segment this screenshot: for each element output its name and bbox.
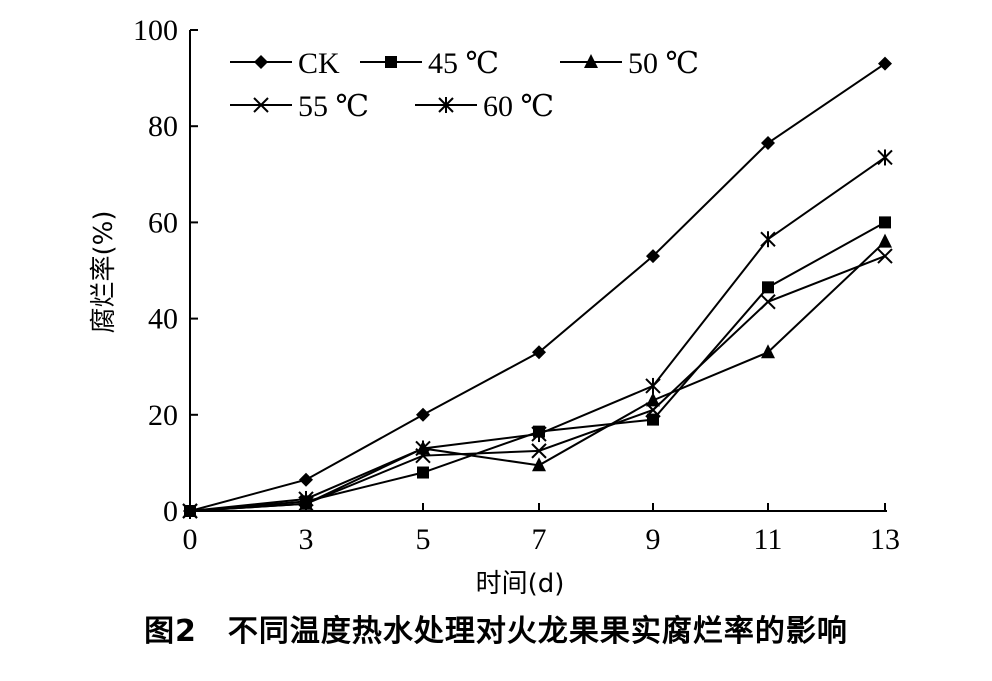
legend-marker	[438, 97, 454, 113]
series-markers	[182, 56, 893, 519]
legend-label: 55 ℃	[298, 90, 369, 123]
legend-item: 60 ℃	[415, 90, 554, 123]
diamond-marker	[416, 407, 430, 422]
square-marker	[762, 281, 774, 294]
diamond-marker	[254, 55, 268, 69]
series-lines	[189, 62, 886, 512]
x-tick-label: 0	[183, 523, 198, 556]
x-tick-label: 5	[416, 523, 431, 556]
data-point	[877, 149, 893, 166]
series-line-3	[189, 255, 886, 512]
x-tick-label: 13	[870, 523, 900, 556]
x-tick-label: 7	[532, 523, 547, 556]
legend-marker	[584, 54, 598, 68]
y-tick-label: 100	[133, 14, 178, 47]
data-point	[761, 136, 775, 151]
data-point	[298, 490, 314, 507]
x-marker-stroke	[877, 248, 893, 264]
data-point	[878, 233, 892, 248]
y-tick-label: 0	[163, 495, 178, 528]
legend-marker	[253, 97, 269, 113]
series-line-4	[189, 156, 886, 512]
data-point	[532, 345, 546, 360]
y-tick-label: 20	[148, 399, 178, 432]
x-marker-stroke	[645, 402, 661, 418]
data-point	[760, 294, 776, 310]
data-point	[299, 472, 313, 487]
diamond-marker	[761, 136, 775, 151]
data-point	[762, 281, 774, 294]
data-point	[532, 457, 546, 472]
legend-item: CK	[230, 47, 340, 80]
series-line-0	[189, 62, 886, 512]
y-tick-label: 80	[148, 110, 178, 143]
diamond-marker	[299, 472, 313, 487]
legend-label: 60 ℃	[483, 90, 554, 123]
y-tick-label: 60	[148, 206, 178, 239]
legend-item: 50 ℃	[560, 47, 699, 80]
data-point	[647, 413, 659, 426]
triangle-marker	[646, 392, 660, 407]
square-marker	[417, 466, 429, 479]
y-tick-label: 40	[148, 303, 178, 336]
data-point	[761, 344, 775, 359]
data-point	[645, 402, 661, 418]
legend-item: 45 ℃	[360, 47, 499, 80]
x-marker-stroke	[531, 443, 547, 459]
triangle-marker	[532, 457, 546, 472]
data-point	[531, 426, 547, 443]
x-tick-label: 11	[754, 523, 783, 556]
chart-axes: 0 20 40 60 80 100 0 3 5 7 9 11 13	[133, 14, 900, 556]
line-chart: 0 20 40 60 80 100 0 3 5 7 9 11 13 CK 45 ℃ 50 ℃ 55 ℃ 60 ℃…	[89, 14, 900, 599]
x-marker-stroke	[760, 294, 776, 310]
chart-legend: CK 45 ℃ 50 ℃ 55 ℃ 60 ℃	[230, 47, 699, 123]
square-marker	[385, 56, 397, 68]
data-point	[182, 503, 198, 519]
legend-label: 50 ℃	[628, 47, 699, 80]
triangle-marker	[584, 54, 598, 68]
diamond-marker	[532, 345, 546, 360]
data-point	[646, 249, 660, 264]
data-point	[417, 466, 429, 479]
x-marker-stroke	[253, 97, 269, 113]
triangle-marker	[878, 233, 892, 248]
legend-label: CK	[298, 47, 340, 80]
data-point	[879, 216, 891, 229]
triangle-marker	[761, 344, 775, 359]
diamond-marker	[878, 56, 892, 71]
data-point	[760, 231, 776, 248]
legend-marker	[385, 56, 397, 68]
data-point	[645, 377, 661, 394]
figure-caption: 图2 不同温度热水处理对火龙果果实腐烂率的影响	[144, 614, 848, 649]
data-point	[878, 56, 892, 71]
data-point	[531, 443, 547, 459]
legend-item: 55 ℃	[230, 90, 369, 123]
data-point	[646, 392, 660, 407]
y-axis-label: 腐烂率(%)	[89, 211, 119, 334]
legend-marker	[254, 55, 268, 69]
data-point	[416, 407, 430, 422]
legend-label: 45 ℃	[428, 47, 499, 80]
x-tick-label: 3	[299, 523, 314, 556]
x-axis-label: 时间(d)	[476, 569, 565, 599]
square-marker	[879, 216, 891, 229]
data-point	[877, 248, 893, 264]
data-point	[415, 440, 431, 457]
diamond-marker	[646, 249, 660, 264]
square-marker	[647, 413, 659, 426]
x-tick-label: 9	[646, 523, 661, 556]
